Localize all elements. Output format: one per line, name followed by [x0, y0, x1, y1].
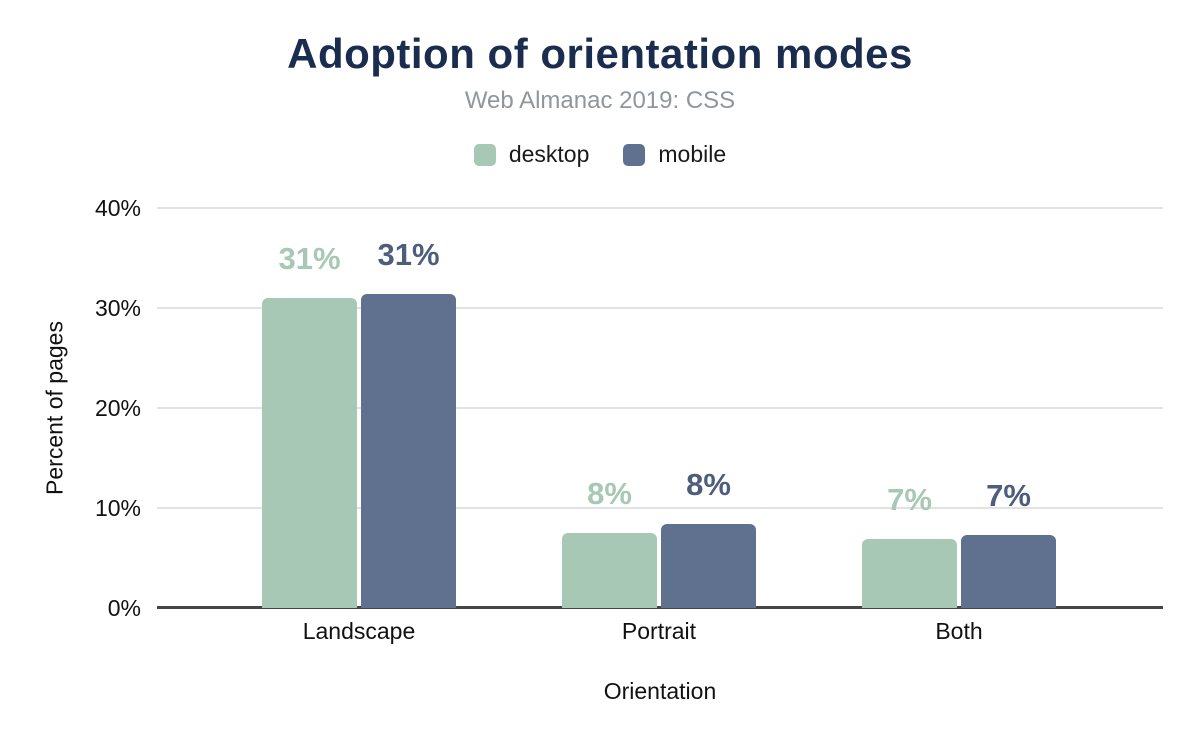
bar-value-label: 8% — [587, 476, 632, 511]
x-axis-line — [157, 606, 1163, 609]
bar-group-both: 7% 7% — [862, 208, 1056, 608]
bar-desktop-portrait: 8% — [562, 478, 657, 608]
bar-rect — [562, 533, 657, 608]
gridline-40% — [157, 207, 1163, 209]
bar-value-label: 7% — [887, 482, 932, 517]
bar-mobile-both: 7% — [961, 480, 1056, 608]
y-tick-label: 0% — [107, 595, 141, 621]
legend-item-desktop: desktop — [473, 141, 590, 168]
legend-item-mobile: mobile — [623, 141, 726, 168]
chart-subtitle: Web Almanac 2019: CSS — [464, 87, 736, 115]
bar-mobile-landscape: 31% — [361, 239, 456, 608]
x-axis-title: Orientation — [603, 678, 717, 704]
chart-title: Adoption of orientation modes — [287, 30, 913, 77]
x-tick-label: Both — [935, 618, 983, 644]
bar-rect — [262, 298, 357, 608]
gridline-20% — [157, 407, 1163, 409]
bar-value-label: 31% — [377, 237, 440, 272]
bar-group-landscape: 31% 31% — [262, 208, 456, 608]
x-tick-label: Landscape — [302, 618, 416, 644]
plot-area: 31% 31% 8% 8% 7% 7% — [157, 207, 1163, 609]
bar-desktop-both: 7% — [862, 484, 957, 608]
bar-desktop-landscape: 31% — [262, 243, 357, 608]
y-tick-label: 20% — [94, 395, 141, 421]
gridline-10% — [157, 507, 1163, 509]
bar-value-label: 31% — [278, 241, 341, 276]
y-tick-label: 10% — [94, 495, 141, 521]
bar-rect — [361, 294, 456, 608]
legend-label: mobile — [658, 141, 727, 168]
x-tick-label: Portrait — [621, 618, 697, 644]
gridline-30% — [157, 307, 1163, 309]
bar-value-label: 8% — [686, 467, 731, 502]
bar-rect — [661, 524, 756, 608]
legend-swatch-desktop — [473, 143, 496, 166]
bar-rect — [862, 539, 957, 608]
bar-group-portrait: 8% 8% — [562, 208, 756, 608]
legend-swatch-mobile — [623, 143, 646, 166]
bar-rect — [961, 535, 1056, 608]
bar-value-label: 7% — [986, 478, 1031, 513]
y-tick-label: 40% — [94, 195, 141, 221]
bar-mobile-portrait: 8% — [661, 469, 756, 608]
legend: desktop mobile — [0, 141, 1200, 168]
legend-label: desktop — [508, 141, 590, 168]
y-tick-label: 30% — [94, 295, 141, 321]
